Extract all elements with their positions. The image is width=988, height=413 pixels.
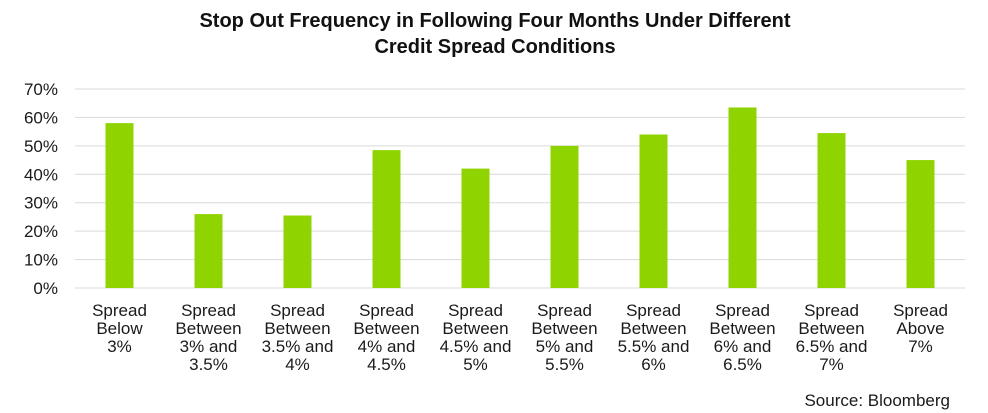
bar [283,215,312,288]
x-tick-label: Spread Between 3% and 3.5% [175,301,241,374]
x-tick-label: Spread Between 4% and 4.5% [353,301,419,374]
y-tick-label: 70% [24,80,58,99]
x-tick-label: Spread Between 5.5% and 6% [618,301,690,374]
x-tick-label: Spread Between 3.5% and 4% [262,301,334,374]
source-note: Source: Bloomberg [804,391,950,410]
x-tick-label: Spread Between 6.5% and 7% [796,301,868,374]
y-tick-label: 10% [24,251,58,270]
bar [105,123,134,288]
x-tick-label: Spread Between 4.5% and 5% [440,301,512,374]
chart-title: Stop Out Frequency in Following Four Mon… [100,8,890,60]
y-tick-label: 60% [24,108,58,127]
x-tick-label: Spread Above 7% [893,301,948,356]
y-tick-label: 40% [24,165,58,184]
bar [906,160,935,288]
bar [372,150,401,288]
bar [461,168,490,288]
bar [194,214,223,288]
y-tick-label: 20% [24,222,58,241]
bar [550,145,579,288]
bar [728,107,757,288]
y-tick-label: 0% [33,279,58,298]
y-tick-label: 30% [24,194,58,213]
chart-title-line-2: Credit Spread Conditions [374,36,616,58]
x-tick-label: Spread Below 3% [92,301,147,356]
y-tick-label: 50% [24,137,58,156]
chart-title-line-1: Stop Out Frequency in Following Four Mon… [199,10,791,32]
x-tick-label: Spread Between 6% and 6.5% [709,301,775,374]
bar [817,133,846,288]
bar [639,134,668,288]
x-tick-label: Spread Between 5% and 5.5% [531,301,597,374]
